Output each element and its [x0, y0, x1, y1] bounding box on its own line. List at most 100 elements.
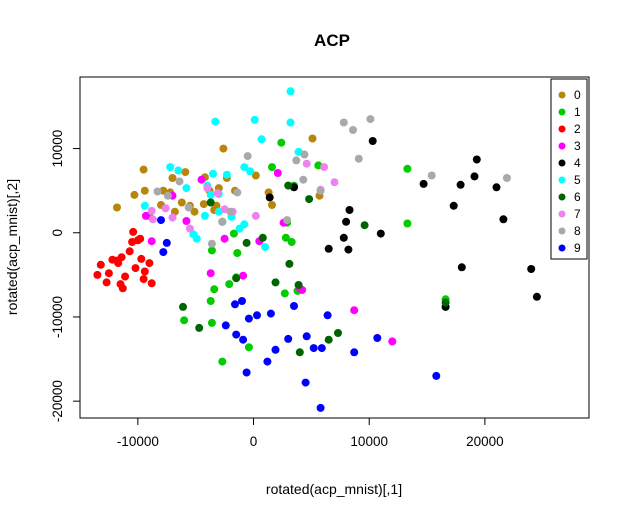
point-digit-9 [238, 297, 246, 305]
x-tick-label: 20000 [466, 434, 504, 449]
point-digit-2 [145, 259, 154, 268]
point-digit-1 [277, 138, 286, 147]
point-digit-4 [472, 155, 481, 164]
y-tick-label: -20000 [50, 380, 65, 422]
point-digit-7 [320, 163, 329, 172]
point-digit-4 [499, 215, 508, 224]
legend-label-2: 2 [574, 122, 581, 136]
point-digit-4 [449, 201, 458, 210]
point-digit-9 [301, 378, 310, 387]
point-digit-9 [232, 330, 241, 339]
point-digit-8 [366, 115, 375, 124]
point-digit-8 [427, 171, 436, 180]
point-digit-4 [345, 206, 354, 214]
point-digit-9 [316, 403, 325, 412]
point-digit-8 [292, 156, 301, 165]
point-digit-1 [206, 297, 215, 305]
legend-label-8: 8 [574, 224, 581, 238]
point-digit-3 [197, 175, 206, 184]
x-tick-label: -10000 [117, 434, 159, 449]
point-digit-4 [492, 183, 501, 192]
point-digit-1 [268, 163, 276, 172]
legend-marker-0 [558, 91, 566, 99]
point-digit-3 [239, 271, 248, 280]
legend-label-4: 4 [574, 156, 581, 170]
point-digit-6 [232, 274, 241, 283]
point-digit-0 [168, 174, 177, 182]
point-digit-3 [147, 237, 156, 246]
legend-marker-1 [558, 108, 566, 116]
x-axis: -10000 0 10000 20000 [117, 417, 504, 449]
point-digit-4 [344, 245, 353, 254]
y-tick-label: 10000 [50, 130, 65, 168]
point-digit-1 [281, 233, 290, 242]
point-digit-9 [239, 335, 248, 344]
point-digit-5 [182, 184, 191, 193]
point-digit-5 [246, 167, 255, 176]
point-digit-2 [93, 270, 102, 279]
point-digit-6 [334, 329, 342, 337]
plot-frame [79, 76, 590, 419]
point-digit-1 [180, 316, 189, 325]
point-digit-9 [253, 311, 261, 320]
point-digit-5 [200, 211, 209, 220]
point-digit-0 [130, 190, 139, 199]
point-digit-9 [350, 348, 359, 357]
legend-marker-7 [558, 210, 566, 218]
point-digit-3 [388, 337, 397, 346]
legend-marker-2 [558, 125, 566, 133]
point-digit-7 [161, 204, 170, 213]
point-digit-2 [102, 278, 111, 287]
point-digit-0 [177, 198, 186, 207]
point-digit-8 [153, 187, 162, 196]
point-digit-1 [403, 219, 412, 228]
point-digit-8 [226, 207, 235, 216]
point-digit-5 [286, 118, 295, 127]
point-digit-8 [243, 152, 252, 161]
point-digit-6 [295, 348, 304, 357]
legend-label-7: 7 [574, 207, 581, 221]
point-digit-8 [339, 118, 348, 127]
legend-label-6: 6 [574, 190, 581, 204]
x-axis-label: rotated(acp_mnist)[,1] [266, 481, 402, 497]
legend-box [550, 78, 588, 260]
point-digit-4 [324, 244, 333, 253]
point-digit-0 [308, 134, 317, 143]
point-digit-4 [470, 172, 479, 181]
point-digit-5 [206, 190, 215, 199]
point-digit-6 [285, 259, 294, 268]
legend-marker-3 [558, 142, 566, 150]
point-digit-1 [287, 238, 296, 246]
point-digit-9 [290, 302, 298, 310]
point-digit-9 [221, 321, 230, 330]
point-digit-9 [244, 314, 253, 323]
point-digit-2 [137, 254, 146, 263]
point-digit-6 [195, 323, 204, 332]
point-digit-7 [185, 224, 194, 233]
point-digit-7 [213, 189, 222, 198]
legend-marker-8 [558, 227, 566, 235]
point-digit-9 [271, 345, 280, 354]
point-digit-4 [457, 263, 466, 272]
point-digit-2 [114, 259, 123, 268]
legend-label-1: 1 [574, 105, 581, 119]
point-digit-8 [502, 174, 511, 182]
point-digit-8 [300, 150, 309, 159]
point-digit-0 [219, 144, 228, 153]
point-digit-2 [131, 264, 140, 273]
point-digit-6 [242, 238, 251, 247]
point-digit-2 [118, 284, 127, 293]
point-digit-0 [113, 203, 121, 212]
point-digit-1 [225, 280, 234, 289]
point-digit-0 [139, 165, 148, 174]
point-digit-2 [129, 227, 138, 236]
point-digit-9 [323, 311, 332, 320]
point-digit-2 [140, 267, 149, 276]
point-digit-8 [316, 186, 325, 195]
point-digit-3 [206, 269, 215, 278]
chart-title: ACP [314, 31, 350, 50]
point-digit-1 [218, 357, 227, 366]
legend-label-5: 5 [574, 173, 581, 187]
point-digit-7 [168, 213, 177, 222]
point-digit-7 [203, 184, 212, 193]
